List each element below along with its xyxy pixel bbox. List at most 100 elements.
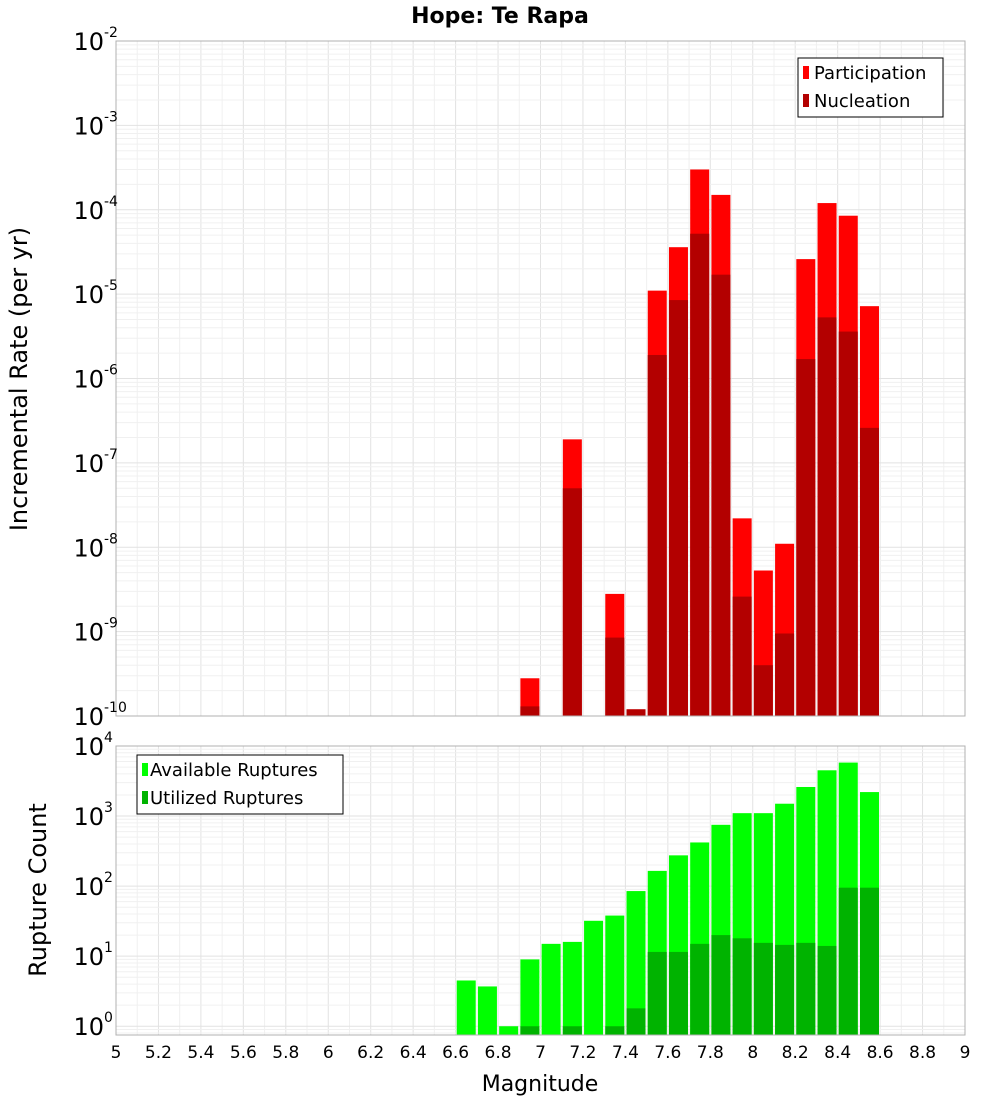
y-tick-label: 10 1 — [73, 940, 112, 971]
bar-available-ruptures — [626, 891, 646, 1035]
top-y-axis-label: Incremental Rate (per yr) — [5, 227, 33, 531]
chart-title: Hope: Te Rapa — [411, 4, 589, 29]
bar-utilized-ruptures — [838, 887, 858, 1035]
bar-nucleation — [626, 709, 646, 716]
y-tick-exponent: -7 — [104, 447, 118, 463]
legend-label-utilized-ruptures: Utilized Ruptures — [150, 788, 303, 809]
legend-swatch-nucleation — [803, 94, 809, 107]
bar-nucleation — [775, 633, 795, 716]
bar-available-ruptures — [605, 915, 625, 1035]
y-tick-label: 10 -2 — [73, 25, 118, 56]
bottom-legend: Available Ruptures Utilized Ruptures — [136, 754, 344, 815]
bar-utilized-ruptures — [711, 935, 731, 1035]
x-tick-label: 9 — [960, 1043, 971, 1063]
x-tick-label: 8.2 — [782, 1043, 809, 1063]
bar-nucleation — [753, 665, 773, 716]
legend-swatch-utilized-ruptures — [142, 791, 148, 804]
bottom-plot-border — [115, 745, 966, 1036]
bottom-y-axis-label: Rupture Count — [24, 803, 52, 977]
y-tick-base: 10 — [73, 112, 104, 140]
y-tick-base: 10 — [73, 873, 104, 901]
y-tick-base: 10 — [73, 943, 104, 971]
bar-utilized-ruptures — [859, 887, 879, 1035]
bar-utilized-ruptures — [796, 942, 816, 1035]
top-plot-border — [115, 40, 966, 717]
x-tick-label: 5.2 — [145, 1043, 172, 1063]
y-tick-label: 10 -4 — [73, 194, 118, 225]
legend-label-nucleation: Nucleation — [814, 91, 910, 112]
top-bars — [520, 169, 879, 717]
bar-utilized-ruptures — [626, 1008, 646, 1035]
bar-available-ruptures — [541, 943, 561, 1035]
y-tick-exponent: 0 — [104, 1010, 113, 1026]
y-tick-exponent: -4 — [104, 194, 118, 210]
bar-nucleation — [711, 274, 731, 716]
bar-nucleation — [690, 233, 710, 716]
bar-nucleation — [859, 427, 879, 716]
x-tick-label: 7.8 — [697, 1043, 724, 1063]
top-legend: Participation Nucleation — [797, 57, 944, 118]
bottom-legend-box — [136, 754, 344, 815]
y-tick-exponent: -2 — [104, 25, 118, 41]
y-tick-base: 10 — [73, 803, 104, 831]
y-tick-label: 10 -3 — [73, 109, 118, 140]
y-tick-exponent: 4 — [104, 730, 113, 746]
y-tick-exponent: -10 — [104, 700, 127, 716]
top-grid — [115, 40, 966, 717]
y-tick-label: 10 -8 — [73, 531, 118, 562]
bar-utilized-ruptures — [647, 951, 667, 1035]
y-tick-label: 10 2 — [73, 870, 112, 901]
y-tick-exponent: -8 — [104, 531, 118, 547]
x-tick-label: 8 — [747, 1043, 758, 1063]
bar-utilized-ruptures — [732, 938, 752, 1035]
y-tick-base: 10 — [73, 534, 104, 562]
legend-swatch-participation — [803, 66, 809, 79]
y-tick-exponent: -5 — [104, 278, 118, 294]
x-tick-label: 5.8 — [272, 1043, 299, 1063]
x-tick-label: 7.2 — [569, 1043, 596, 1063]
legend-swatch-available-ruptures — [142, 763, 148, 776]
x-tick-label: 6.6 — [442, 1043, 469, 1063]
bar-utilized-ruptures — [775, 944, 795, 1035]
x-tick-label: 7 — [535, 1043, 546, 1063]
y-tick-label: 10 -5 — [73, 278, 118, 309]
bar-nucleation — [817, 317, 837, 716]
bar-utilized-ruptures — [753, 942, 773, 1035]
bar-available-ruptures — [520, 959, 540, 1035]
bar-available-ruptures — [477, 986, 497, 1035]
y-tick-base: 10 — [73, 281, 104, 309]
bar-utilized-ruptures — [605, 1026, 625, 1035]
bar-utilized-ruptures — [690, 943, 710, 1035]
x-axis-label: Magnitude — [482, 1072, 599, 1097]
bar-nucleation — [562, 488, 582, 716]
y-tick-base: 10 — [73, 197, 104, 225]
x-tick-label: 5 — [111, 1043, 122, 1063]
x-ticks: 5 5.2 5.4 5.6 5.8 6 6.2 6.4 6.6 6.8 7 7.2 7.4 7.6 7.8 8… — [111, 1043, 971, 1063]
y-tick-label: 10 -10 — [73, 700, 126, 731]
bar-nucleation — [838, 331, 858, 716]
y-tick-base: 10 — [73, 703, 104, 731]
bar-utilized-ruptures — [520, 1026, 540, 1035]
y-tick-exponent: -9 — [104, 616, 118, 632]
bar-utilized-ruptures — [562, 1026, 582, 1035]
bar-nucleation — [520, 706, 540, 716]
y-tick-exponent: 2 — [104, 870, 113, 886]
bar-nucleation — [605, 637, 625, 716]
bar-available-ruptures — [456, 980, 476, 1035]
y-tick-base: 10 — [73, 619, 104, 647]
y-tick-exponent: -3 — [104, 109, 118, 125]
x-tick-label: 5.6 — [230, 1043, 257, 1063]
y-tick-label: 10 4 — [73, 730, 113, 761]
top-legend-box — [797, 57, 944, 118]
x-tick-label: 6.2 — [357, 1043, 384, 1063]
y-tick-base: 10 — [73, 733, 104, 761]
legend-label-available-ruptures: Available Ruptures — [150, 760, 318, 781]
x-tick-label: 8.8 — [909, 1043, 936, 1063]
bar-utilized-ruptures — [668, 951, 688, 1035]
y-tick-label: 10 -6 — [73, 363, 118, 394]
x-tick-label: 8.6 — [867, 1043, 894, 1063]
bar-nucleation — [668, 300, 688, 716]
